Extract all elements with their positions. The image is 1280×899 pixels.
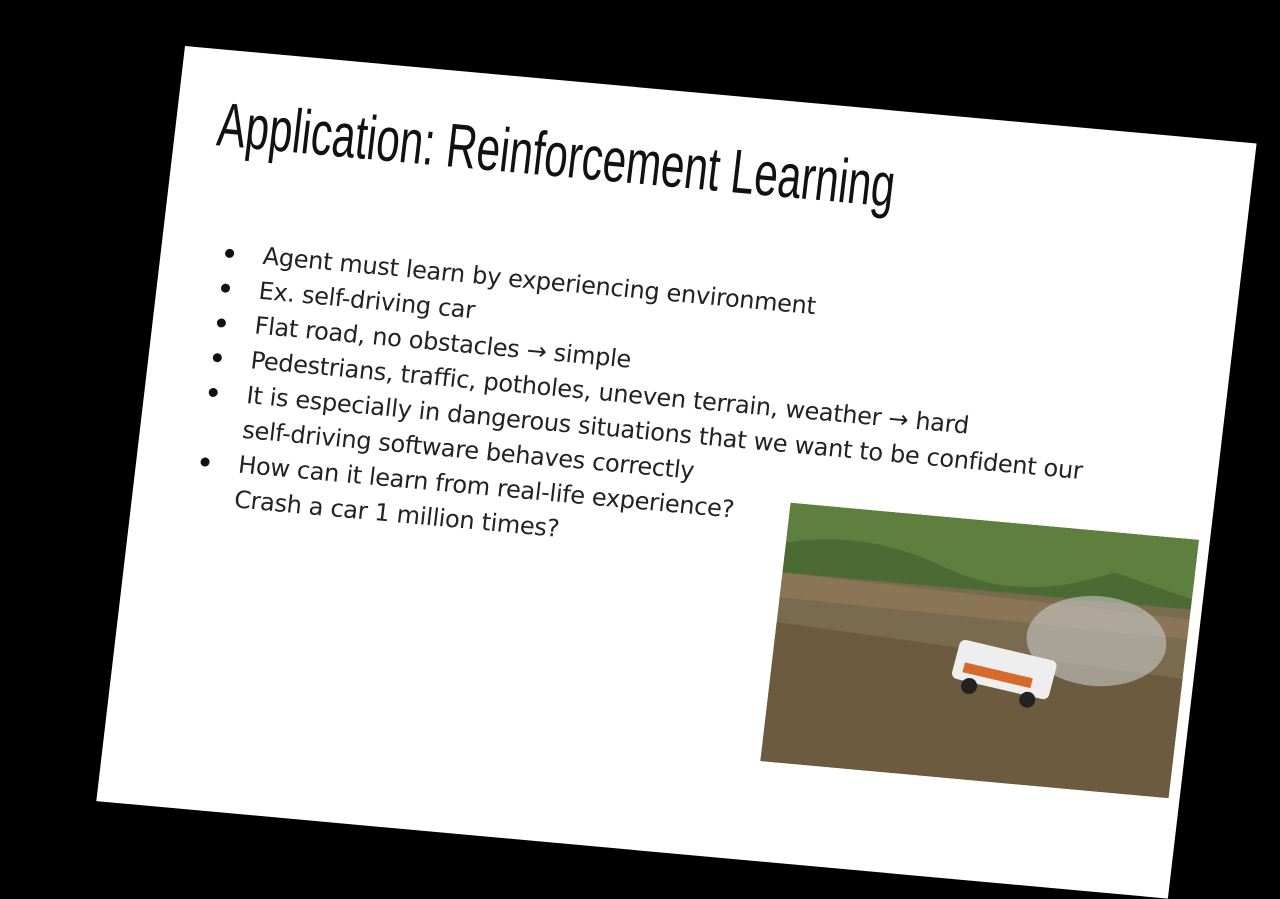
crash-photo — [760, 502, 1199, 799]
slide-title: Application: Reinforcement Learning — [213, 90, 899, 221]
screen: Application: Reinforcement Learning Agen… — [0, 0, 1280, 720]
slide: Application: Reinforcement Learning Agen… — [96, 46, 1257, 899]
